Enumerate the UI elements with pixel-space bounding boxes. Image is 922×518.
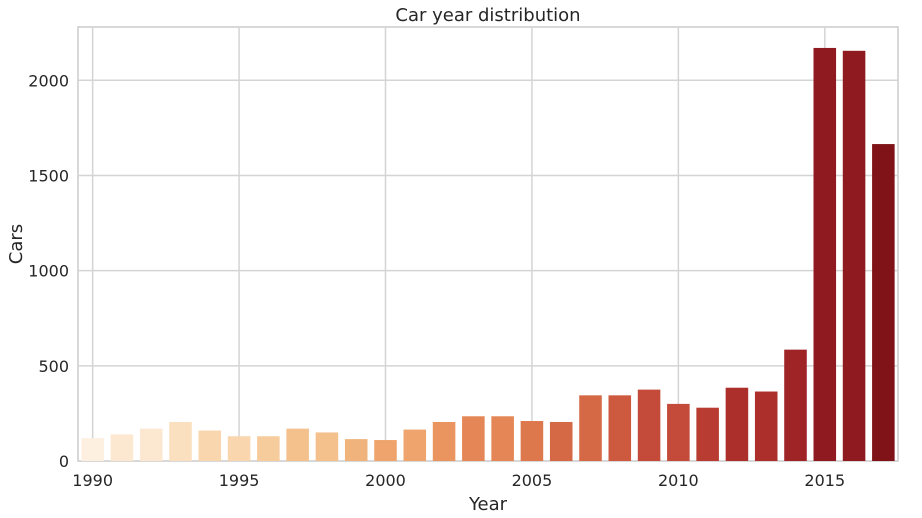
x-tick-label: 2015 (804, 471, 845, 490)
chart-title: Car year distribution (395, 5, 580, 26)
bar-1992 (139, 428, 163, 461)
bar-1993 (169, 421, 192, 461)
bar-2012 (725, 387, 749, 461)
bar-2008 (608, 395, 632, 461)
bar-1996 (257, 436, 280, 461)
x-tick-label: 2005 (512, 471, 553, 490)
x-tick-labels: 1990 1995 2000 2005 2010 2015 (72, 471, 845, 490)
bar-2006 (549, 421, 573, 461)
y-tick-label: 1500 (28, 166, 69, 185)
bar-2009 (637, 389, 661, 461)
bar-1999 (344, 439, 368, 461)
bar-2002 (432, 421, 456, 461)
bar-1998 (315, 432, 339, 461)
bar-1995 (227, 436, 251, 461)
bar-2004 (491, 416, 514, 461)
bar-2007 (579, 395, 602, 461)
bar-2015 (813, 47, 837, 461)
bar-1997 (286, 428, 309, 461)
bar-1994 (198, 430, 222, 461)
bar-2005 (520, 421, 544, 461)
bar-2011 (696, 407, 719, 461)
x-axis-title: Year (468, 494, 508, 515)
x-tick-label: 1995 (219, 471, 260, 490)
y-tick-label: 2000 (28, 71, 69, 90)
y-tick-label: 500 (38, 357, 69, 376)
bar-1991 (110, 434, 134, 461)
bar-2000 (374, 440, 397, 461)
bar-2017 (872, 144, 895, 461)
x-tick-label: 2000 (365, 471, 406, 490)
bar-1990 (81, 438, 104, 461)
y-tick-label: 1000 (28, 262, 69, 281)
y-axis-title: Cars (6, 224, 27, 264)
y-tick-label: 0 (59, 452, 69, 471)
x-tick-label: 1990 (72, 471, 113, 490)
bar-2001 (403, 429, 427, 461)
bar-2003 (462, 416, 485, 461)
bars (81, 47, 895, 462)
bar-2013 (754, 391, 778, 461)
bar-2010 (667, 403, 690, 461)
bar-2014 (784, 349, 807, 461)
bar-2016 (842, 50, 866, 462)
y-tick-labels: 0 500 1000 1500 2000 (28, 71, 69, 471)
x-tick-label: 2010 (658, 471, 699, 490)
